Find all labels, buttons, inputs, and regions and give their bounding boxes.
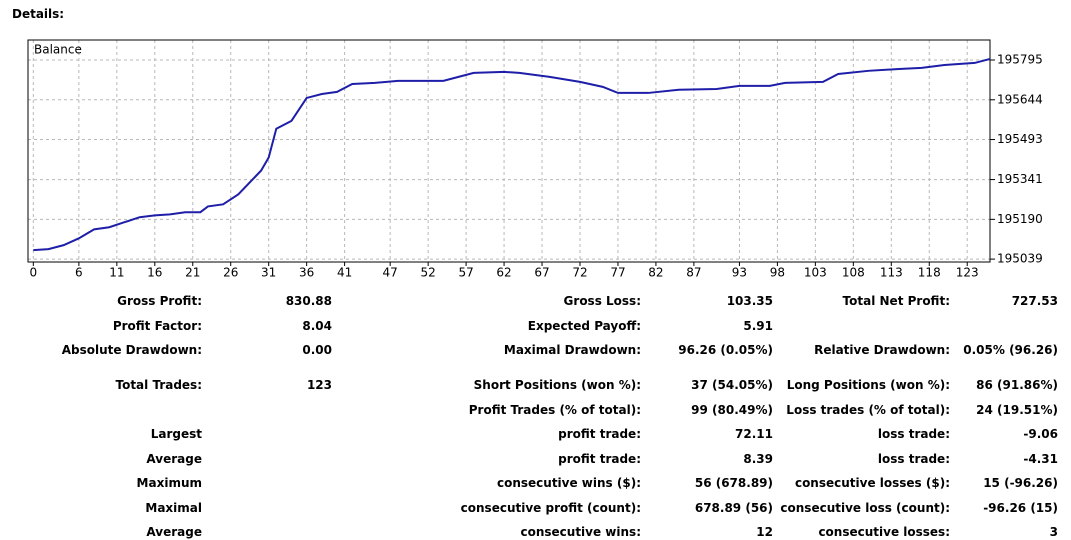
stat-value: 678.89 (56) (694, 501, 773, 515)
stat-value: 99 (80.49%) (691, 403, 773, 417)
heading: Details: (12, 7, 65, 21)
x-tick-label: 21 (185, 266, 200, 280)
stat-value: 8.04 (302, 319, 332, 333)
stat-label: profit trade: (558, 427, 641, 441)
stat-label: Profit Factor: (112, 319, 202, 333)
x-tick-label: 57 (458, 266, 473, 280)
stat-value: 103.35 (726, 294, 773, 308)
y-tick-label: 195644 (997, 92, 1043, 106)
stat-value: 3 (1049, 525, 1058, 539)
stat-label: Expected Payoff: (527, 319, 641, 333)
stat-value: 5.91 (743, 319, 773, 333)
stat-value: 24 (19.51%) (976, 403, 1058, 417)
stat-label: profit trade: (558, 452, 641, 466)
stat-value: 37 (54.05%) (691, 378, 773, 392)
stat-label: Loss trades (% of total): (786, 403, 950, 417)
stat-value: 56 (678.89) (694, 476, 773, 490)
x-tick-label: 36 (299, 266, 314, 280)
stat-label: Gross Profit: (117, 294, 202, 308)
x-tick-label: 123 (956, 266, 979, 280)
stat-label: loss trade: (877, 427, 950, 441)
x-tick-label: 11 (109, 266, 124, 280)
stat-label: Long Positions (won %): (786, 378, 950, 392)
stat-value: 8.39 (743, 452, 773, 466)
x-tick-label: 98 (770, 266, 785, 280)
stat-value: 15 (-96.26) (983, 476, 1058, 490)
stat-value: -4.31 (1023, 452, 1058, 466)
stat-label: Total Net Profit: (842, 294, 950, 308)
stat-label: loss trade: (877, 452, 950, 466)
x-tick-label: 93 (732, 266, 747, 280)
stat-label: Average (146, 452, 202, 466)
x-tick-label: 6 (75, 266, 83, 280)
stat-value: -9.06 (1023, 427, 1058, 441)
x-tick-label: 67 (534, 266, 549, 280)
plot-frame (27, 39, 991, 263)
x-tick-label: 31 (261, 266, 276, 280)
stat-value: 0.00 (302, 343, 332, 357)
y-tick-label: 195795 (997, 53, 1043, 67)
x-tick-label: 72 (572, 266, 587, 280)
x-tick-label: 26 (223, 266, 238, 280)
x-tick-label: 41 (337, 266, 352, 280)
x-tick-label: 103 (804, 266, 827, 280)
stat-label: Gross Loss: (563, 294, 641, 308)
stat-label: Profit Trades (% of total): (468, 403, 641, 417)
x-tick-label: 82 (648, 266, 663, 280)
stat-label: consecutive losses ($): (794, 476, 950, 490)
stat-value: 123 (306, 378, 332, 392)
stat-value: 12 (756, 525, 773, 539)
stat-value: 830.88 (285, 294, 332, 308)
stat-value: 86 (91.86%) (976, 378, 1058, 392)
x-tick-label: 108 (842, 266, 865, 280)
x-tick-label: 118 (918, 266, 941, 280)
x-tick-label: 47 (383, 266, 398, 280)
stat-label: Maximal (145, 501, 202, 515)
stat-label: Average (146, 525, 202, 539)
y-tick-label: 195039 (997, 252, 1043, 266)
chart: 195039 195190 195341 195493 195644 195795 0 6 11… (27, 39, 1043, 280)
stat-value: 0.05% (96.26) (963, 343, 1058, 357)
x-tick-label: 52 (420, 266, 435, 280)
plot-area (28, 40, 990, 262)
stat-value: -96.26 (15) (983, 501, 1058, 515)
x-tick-label: 0 (29, 266, 37, 280)
legend: Balance (34, 43, 82, 57)
stat-label: consecutive wins ($): (496, 476, 641, 490)
stat-label: consecutive wins: (520, 525, 641, 539)
stat-label: Largest (150, 427, 202, 441)
stat-label: consecutive losses: (818, 525, 950, 539)
stat-label: Relative Drawdown: (814, 343, 950, 357)
x-tick-label: 87 (686, 266, 701, 280)
balance-line (33, 57, 991, 252)
y-tick-label: 195341 (997, 172, 1043, 186)
stat-label: Total Trades: (115, 378, 202, 392)
x-tick-label: 113 (880, 266, 903, 280)
stat-label: Maximal Drawdown: (503, 343, 641, 357)
x-tick-label: 77 (610, 266, 625, 280)
y-tick-label: 195190 (997, 212, 1043, 226)
x-tick-label: 16 (147, 266, 162, 280)
stat-label: consecutive profit (count): (460, 501, 641, 515)
stat-label: consecutive loss (count): (780, 501, 950, 515)
stat-value: 72.11 (735, 427, 773, 441)
y-tick-label: 195493 (997, 132, 1043, 146)
stat-value: 96.26 (0.05%) (678, 343, 773, 357)
stat-label: Short Positions (won %): (473, 378, 641, 392)
stat-label: Absolute Drawdown: (61, 343, 202, 357)
stat-label: Maximum (136, 476, 202, 490)
x-tick-label: 62 (496, 266, 511, 280)
stat-value: 727.53 (1011, 294, 1058, 308)
